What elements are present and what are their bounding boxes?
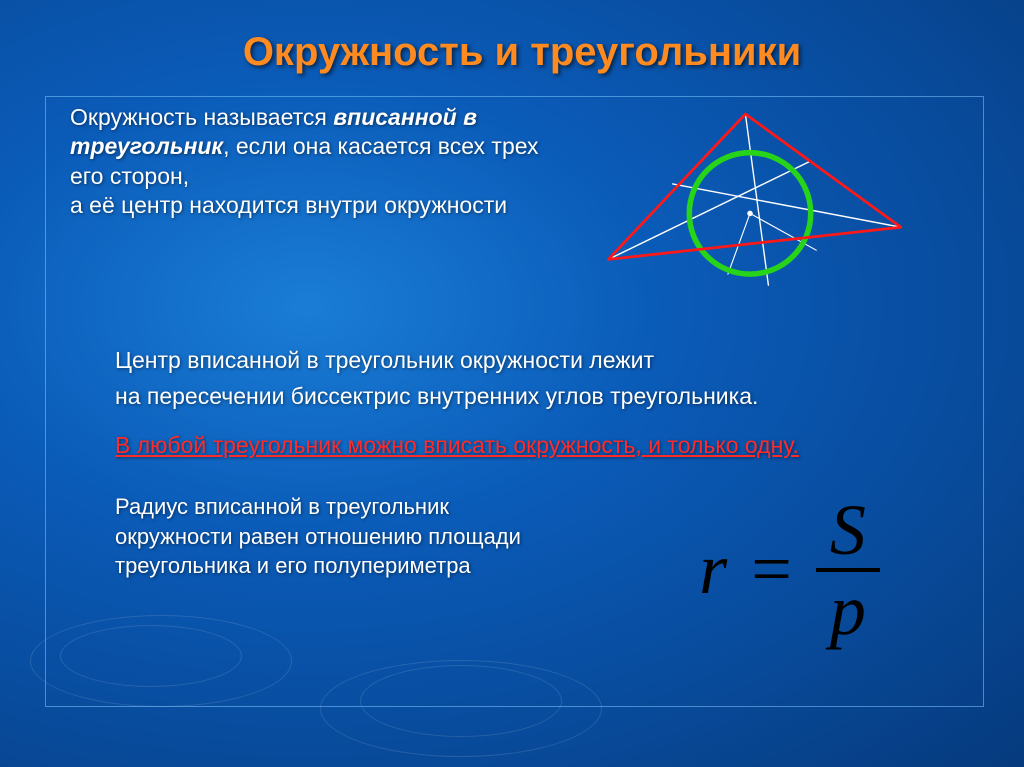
red-emphasis-line: В любой треугольник можно вписать окружн…	[115, 428, 974, 464]
radius-row: Радиус вписанной в треугольник окружност…	[115, 492, 974, 648]
radius-text: Радиус вписанной в треугольник окружност…	[115, 492, 545, 581]
formula-equals: =	[751, 528, 792, 611]
formula-denominator: p	[816, 572, 880, 648]
formula-lhs: r	[699, 528, 727, 611]
formula: r = S p	[605, 492, 974, 648]
formula-fraction: S p	[816, 492, 880, 648]
slide: Окружность и треугольники Окружность наз…	[0, 0, 1024, 767]
definition-row: Окружность называется вписанной в треуго…	[70, 103, 974, 323]
center-line-2: на пересечении биссектрис внутренних угл…	[115, 379, 974, 415]
definition-text: Окружность называется вписанной в треуго…	[70, 103, 540, 221]
center-line-1: Центр вписанной в треугольник окружности…	[115, 343, 974, 379]
formula-numerator: S	[816, 492, 880, 568]
center-text: Центр вписанной в треугольник окружности…	[115, 343, 974, 464]
figure	[570, 103, 974, 323]
slide-title: Окружность и треугольники	[70, 30, 974, 75]
triangle-incircle-diagram	[570, 103, 930, 333]
def-lead: Окружность называется	[70, 104, 333, 130]
